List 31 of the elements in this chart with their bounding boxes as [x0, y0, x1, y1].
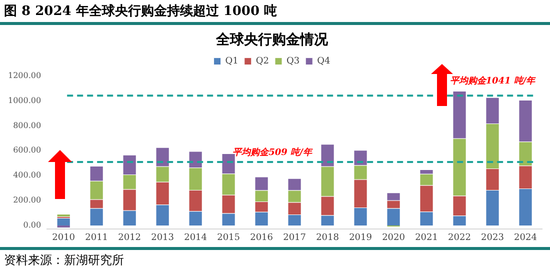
x-tick-label: 2024: [514, 232, 538, 243]
ref-line-label: 平均购金509 吨/年: [232, 146, 313, 158]
x-tick-label: 2018: [316, 232, 340, 243]
x-tick-label: 2019: [349, 232, 372, 243]
legend-label: Q4: [317, 56, 330, 67]
legend-label: Q2: [256, 56, 270, 67]
x-tick-label: 2012: [118, 232, 142, 243]
y-tick-label: 1000.00: [8, 96, 42, 105]
x-tick-label: 2011: [85, 232, 108, 243]
y-tick-label: 800.00: [13, 120, 42, 130]
y-tick-label: 0.00: [23, 220, 42, 230]
x-tick-label: 2013: [151, 232, 174, 243]
x-tick-label: 2022: [448, 232, 471, 243]
x-tick-label: 2017: [283, 232, 306, 243]
x-tick-label: 2016: [250, 232, 274, 243]
ref-line-label: 平均购金1041 吨/年: [450, 75, 536, 86]
legend-label: Q3: [286, 56, 300, 67]
x-tick-label: 2014: [184, 232, 208, 243]
text: 资料来源：新湖研究所: [4, 252, 124, 269]
x-tick-label: 2020: [382, 232, 406, 243]
chart-title: 图 8 2024 年全球央行购金持续超过 1000 吨: [4, 3, 278, 20]
y-tick-label: 200.00: [13, 196, 42, 205]
x-tick-label: 2023: [481, 232, 504, 243]
x-tick-label: 2021: [415, 232, 438, 243]
x-tick-label: 2010: [52, 232, 76, 243]
x-tick-label: 2015: [217, 232, 240, 243]
y-tick-label: 1200.00: [8, 70, 42, 80]
y-tick-label: 600.00: [13, 146, 42, 155]
legend-label: Q1: [225, 56, 238, 67]
chart-subtitle: 全球央行购金情况: [215, 32, 329, 48]
y-tick-label: 400.00: [13, 170, 42, 180]
